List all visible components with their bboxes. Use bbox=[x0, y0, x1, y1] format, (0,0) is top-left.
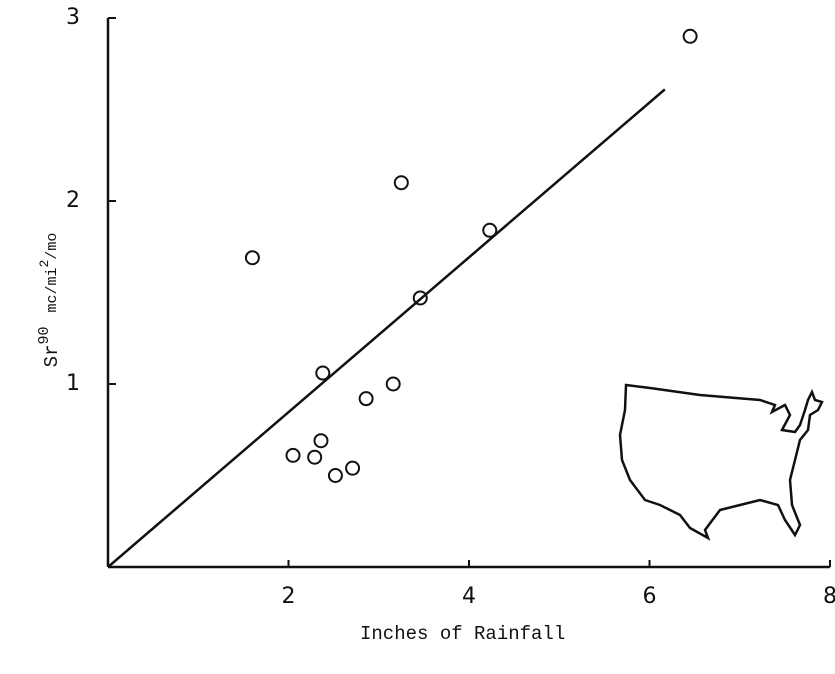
y-tick-label: 2 bbox=[66, 188, 80, 213]
data-point bbox=[327, 468, 343, 483]
data-point bbox=[315, 365, 331, 381]
y-title-part: Sr bbox=[41, 345, 63, 368]
data-point bbox=[358, 391, 374, 407]
data-point bbox=[244, 250, 260, 266]
y-title-part: 2 bbox=[37, 260, 52, 268]
y-axis-title: Sr90 mc/mi2/mo bbox=[36, 233, 63, 368]
data-point bbox=[393, 175, 409, 191]
y-tick-label: 1 bbox=[66, 371, 80, 396]
x-tick-label: 4 bbox=[462, 584, 476, 609]
data-point bbox=[345, 460, 361, 476]
y-tick-label: 3 bbox=[66, 5, 80, 30]
data-point bbox=[682, 28, 698, 44]
y-title-part: 90 bbox=[36, 327, 53, 345]
y-title-part: mc/mi bbox=[44, 267, 61, 312]
y-title-part: /mo bbox=[44, 233, 61, 260]
x-tick-label: 6 bbox=[643, 584, 657, 609]
x-axis-title: Inches of Rainfall bbox=[360, 623, 565, 645]
data-point bbox=[385, 376, 401, 392]
data-point bbox=[307, 449, 323, 465]
fit-line bbox=[107, 88, 666, 568]
us-map bbox=[618, 383, 824, 541]
data-point bbox=[412, 290, 428, 306]
x-tick-label: 8 bbox=[823, 584, 835, 609]
data-point bbox=[285, 447, 301, 463]
x-tick-label: 2 bbox=[282, 584, 296, 609]
data-point bbox=[313, 433, 329, 449]
data-point bbox=[482, 222, 498, 238]
